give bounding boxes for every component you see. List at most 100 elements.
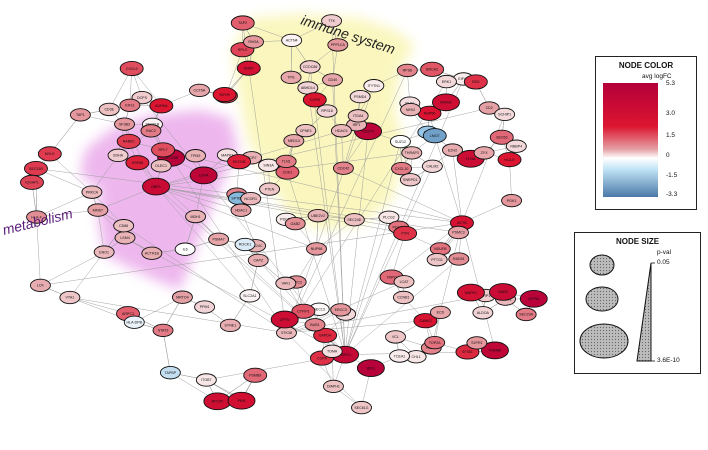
node-shape [20, 174, 44, 190]
node-label: OPTN [280, 318, 290, 322]
node-label: SLC2A1 [243, 294, 256, 298]
node-shape [291, 303, 316, 319]
node-label: HLA-DPB [126, 320, 142, 324]
node-label: STK38 [281, 331, 292, 335]
node-shape [189, 166, 218, 185]
node-prkca: PRKCA [81, 185, 103, 199]
node-ttk: TTK [321, 14, 343, 28]
node-actn4: ACTN4 [281, 33, 303, 48]
node-slc2a1: SLC2A1 [239, 289, 261, 303]
node-shape [227, 391, 256, 410]
node-label: RAC2 [146, 129, 156, 133]
node-label: RBBP4 [510, 144, 522, 148]
node-ldha: LDHA [189, 166, 218, 185]
node-shape [456, 283, 485, 302]
node-shape [322, 379, 344, 394]
node-color-legend: NODE COLOR avg logFC 5.3 3.0 1.5 0 -1.5 … [595, 56, 697, 210]
node-stat3: STAT3 [152, 323, 174, 338]
node-shape [435, 74, 457, 89]
node-shape [141, 246, 163, 260]
node-shape [316, 104, 338, 118]
node-hdac5: HDAC5 [330, 124, 352, 138]
node-shape [448, 252, 470, 266]
node-label: PSMA7 [213, 237, 225, 241]
edge [40, 251, 105, 286]
node-label: HLA-F [31, 215, 42, 219]
node-shape [275, 276, 297, 290]
node-label: ITGA4 [353, 114, 363, 118]
node-label: PSMD4 [354, 95, 366, 99]
node-cxcl9: CXCL9 [119, 60, 144, 77]
edge [155, 186, 317, 250]
node-label: IDO1 [367, 366, 375, 370]
node-rhoa: RHOA [243, 35, 264, 49]
node-label: KIF11 [125, 104, 134, 108]
node-shape [519, 289, 548, 308]
node-shape [343, 213, 365, 227]
node-suz12: SUZ12 [389, 135, 411, 149]
node-ndufb: NDUFB [429, 242, 451, 256]
node-rps18: RPS18 [316, 104, 338, 118]
node-bub1: BUB1 [304, 318, 326, 332]
node-abhd14: ABHD14 [297, 81, 319, 95]
node-color-legend-subtitle: avg logFC [642, 73, 672, 80]
node-label: DAB2 [498, 290, 507, 294]
node-shape [347, 109, 369, 123]
node-shape [399, 173, 421, 187]
node-label: MDH1 [190, 215, 200, 219]
node-ercc3: ERCC3 [330, 303, 352, 317]
node-label: MYLK [45, 152, 55, 156]
edge [344, 217, 390, 355]
node-shape [239, 289, 261, 303]
node-tap2: TAP2 [230, 15, 255, 31]
node-shape [442, 143, 463, 157]
node-sec61g: SEC61G [351, 400, 372, 415]
edge [97, 210, 105, 253]
node-shape [494, 107, 516, 122]
node-label: CAMK2 [419, 319, 431, 323]
node-shape [393, 225, 418, 241]
node-ezh2: EZH2 [442, 143, 463, 157]
node-label: MKI67 [93, 208, 103, 212]
node-label: TAP2 [238, 21, 247, 25]
edge [36, 217, 41, 286]
node-label: CD274 [362, 130, 373, 134]
node-label: NFKB2 [440, 101, 452, 105]
p-value-top-label: 0.05 [657, 259, 670, 266]
node-label: AURKA [155, 104, 168, 108]
node-cyfip1: CYFIP1 [291, 303, 316, 319]
node-label: IL6 [183, 247, 188, 251]
node-label: CDC42 [338, 167, 350, 171]
node-label: SIN3A [263, 164, 274, 168]
node-psmb8: PSMB8 [481, 341, 509, 360]
node-shape [236, 60, 261, 76]
node-label: TOP2A [429, 341, 441, 345]
node-label: CCT6A [194, 89, 206, 93]
node-sin3a: SIN3A [258, 158, 279, 172]
node-label: CHL1 [412, 355, 421, 359]
node-label: RPS18 [321, 109, 332, 113]
node-vcl: VCL [385, 330, 406, 344]
node-capz: CAPZ [247, 253, 269, 267]
node-label: TLN1 [282, 160, 291, 164]
node-label: SEC31B [29, 167, 43, 171]
node-shape [497, 152, 522, 168]
node-label: CXCL10 [395, 167, 409, 171]
edge [344, 258, 459, 355]
node-label: LSM4 [120, 236, 129, 240]
node-stk38: STK38 [276, 326, 297, 340]
node-label: ROCK1 [239, 243, 251, 247]
node-psmc3: PSMC3 [448, 225, 469, 240]
node-shape [401, 146, 423, 160]
node-pgk1: PGK1 [501, 193, 523, 208]
node-color-legend-title: NODE COLOR [618, 61, 674, 70]
node-shape [151, 142, 175, 158]
node-shape [227, 154, 252, 170]
node-label: DCPS [137, 96, 148, 100]
edge [49, 153, 93, 193]
node-calm2: CALM2 [421, 159, 443, 173]
node-toma: TOMA [321, 344, 343, 358]
node-label: BUB1 [310, 323, 319, 327]
node-shape [81, 185, 103, 199]
node-label: SCHIP1 [498, 113, 511, 117]
